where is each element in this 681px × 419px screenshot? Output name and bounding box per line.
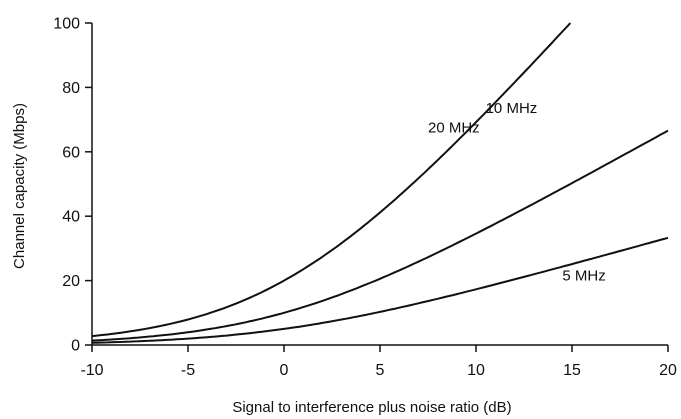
y-tick-label: 20 bbox=[62, 273, 80, 290]
series-line bbox=[91, 236, 669, 344]
x-tick-label: -5 bbox=[181, 362, 195, 379]
y-tick-label: 0 bbox=[71, 338, 80, 355]
y-tick-label: 100 bbox=[53, 16, 80, 33]
y-tick-label: 60 bbox=[62, 144, 80, 161]
y-tick-label: 40 bbox=[62, 209, 80, 226]
series-labels: 20 MHz 10 MHz 5 MHz bbox=[428, 100, 606, 284]
x-tick-label: -10 bbox=[80, 362, 103, 379]
series-label: 5 MHz bbox=[562, 268, 605, 285]
x-axis-title: Signal to interference plus noise ratio … bbox=[232, 399, 511, 416]
y-tick-label: 80 bbox=[62, 80, 80, 97]
series-lines bbox=[91, 22, 669, 344]
x-tick-label: 0 bbox=[280, 362, 289, 379]
x-tick-label: 5 bbox=[376, 362, 385, 379]
series-label: 10 MHz bbox=[486, 100, 538, 117]
x-tick-label: 20 bbox=[659, 362, 677, 379]
y-axis-title: Channel capacity (Mbps) bbox=[11, 103, 28, 269]
x-tick-label: 15 bbox=[563, 362, 581, 379]
series-label: 20 MHz bbox=[428, 119, 480, 136]
axes: 0 20 40 60 80 100 -10 -5 0 5 10 15 20 bbox=[53, 16, 677, 380]
series-line bbox=[91, 129, 669, 342]
x-tick-label: 10 bbox=[467, 362, 485, 379]
series-line bbox=[91, 22, 572, 338]
